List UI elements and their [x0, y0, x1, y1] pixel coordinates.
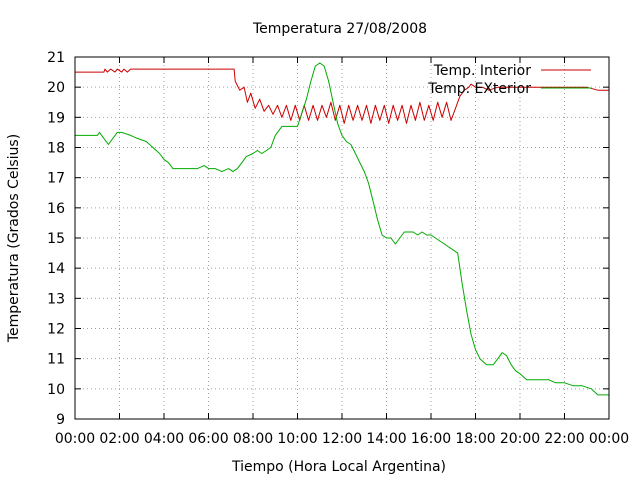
grid: [75, 57, 609, 419]
x-tick-label: 22:00: [544, 431, 584, 447]
y-tick-label: 16: [47, 201, 65, 217]
y-tick-labels: 9 10 11 12 13 14 15 16 17 18 19 20 21: [47, 50, 65, 428]
legend-label-interior: Temp. Interior: [433, 63, 532, 79]
legend-label-exterior: Temp. EXterior: [427, 81, 531, 97]
y-tick-label: 10: [47, 382, 65, 398]
y-tick-label: 12: [47, 322, 65, 338]
x-tick-label: 04:00: [144, 431, 184, 447]
series-line-interior: [75, 68, 609, 124]
y-tick-label: 18: [47, 141, 65, 157]
y-tick-label: 19: [47, 110, 65, 126]
chart-title: Temperatura 27/08/2008: [252, 21, 427, 37]
y-axis-label: Temperatura (Grados Celsius): [6, 134, 22, 343]
x-tick-label: 20:00: [500, 431, 540, 447]
x-tick-label: 10:00: [277, 431, 317, 447]
x-tick-label: 02:00: [99, 431, 139, 447]
x-tick-label: 06:00: [188, 431, 228, 447]
x-tick-label: 00:00: [589, 431, 629, 447]
series-lines: [75, 62, 609, 396]
x-tick-label: 08:00: [233, 431, 273, 447]
y-tick-label: 9: [56, 412, 65, 428]
plot-frame: [74, 56, 610, 420]
x-tick-label: 00:00: [55, 431, 95, 447]
y-tick-label: 15: [47, 231, 65, 247]
y-tick-label: 14: [47, 261, 65, 277]
y-tick-label: 21: [47, 50, 65, 66]
x-tick-labels: 00:00 02:00 04:00 06:00 08:00 10:00 12:00 14:00…: [55, 431, 629, 447]
x-tick-label: 16:00: [411, 431, 451, 447]
y-tick-label: 20: [47, 80, 65, 96]
y-tick-label: 13: [47, 291, 65, 307]
series-line-exterior: [75, 62, 609, 396]
x-tick-label: 18:00: [455, 431, 495, 447]
legend: Temp. Interior Temp. EXterior: [427, 63, 591, 97]
x-tick-label: 12:00: [322, 431, 362, 447]
y-tick-label: 11: [47, 352, 65, 368]
y-tick-label: 17: [47, 171, 65, 187]
x-tick-label: 14:00: [366, 431, 406, 447]
x-axis-label: Tiempo (Hora Local Argentina): [231, 459, 446, 475]
